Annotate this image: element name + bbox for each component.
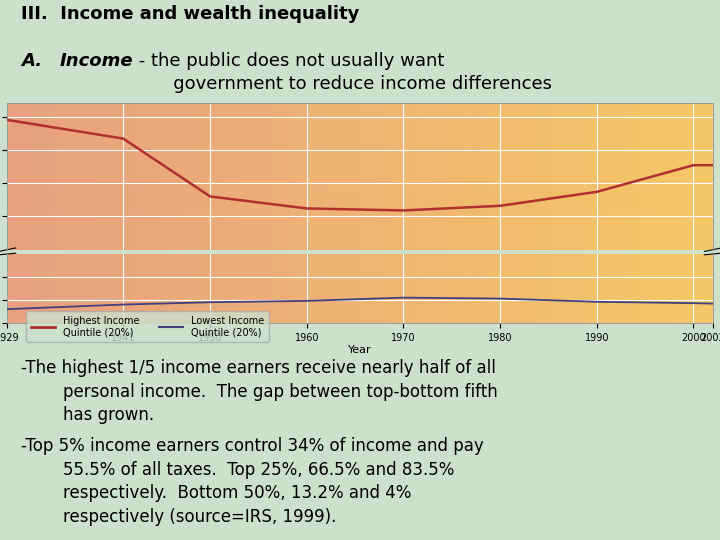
Text: -The highest 1/5 income earners receive nearly half of all
        personal inco: -The highest 1/5 income earners receive … — [22, 359, 498, 424]
Text: III.  Income and wealth inequality: III. Income and wealth inequality — [22, 5, 360, 23]
X-axis label: Year: Year — [348, 346, 372, 355]
Legend: Highest Income
Quintile (20%), Lowest Income
Quintile (20%): Highest Income Quintile (20%), Lowest In… — [26, 311, 269, 342]
Text: -Top 5% income earners control 34% of income and pay
        55.5% of all taxes.: -Top 5% income earners control 34% of in… — [22, 437, 484, 526]
Text: - the public does not usually want
       government to reduce income difference: - the public does not usually want gover… — [132, 52, 552, 93]
Text: A.: A. — [22, 52, 61, 70]
Text: Income: Income — [60, 52, 134, 70]
